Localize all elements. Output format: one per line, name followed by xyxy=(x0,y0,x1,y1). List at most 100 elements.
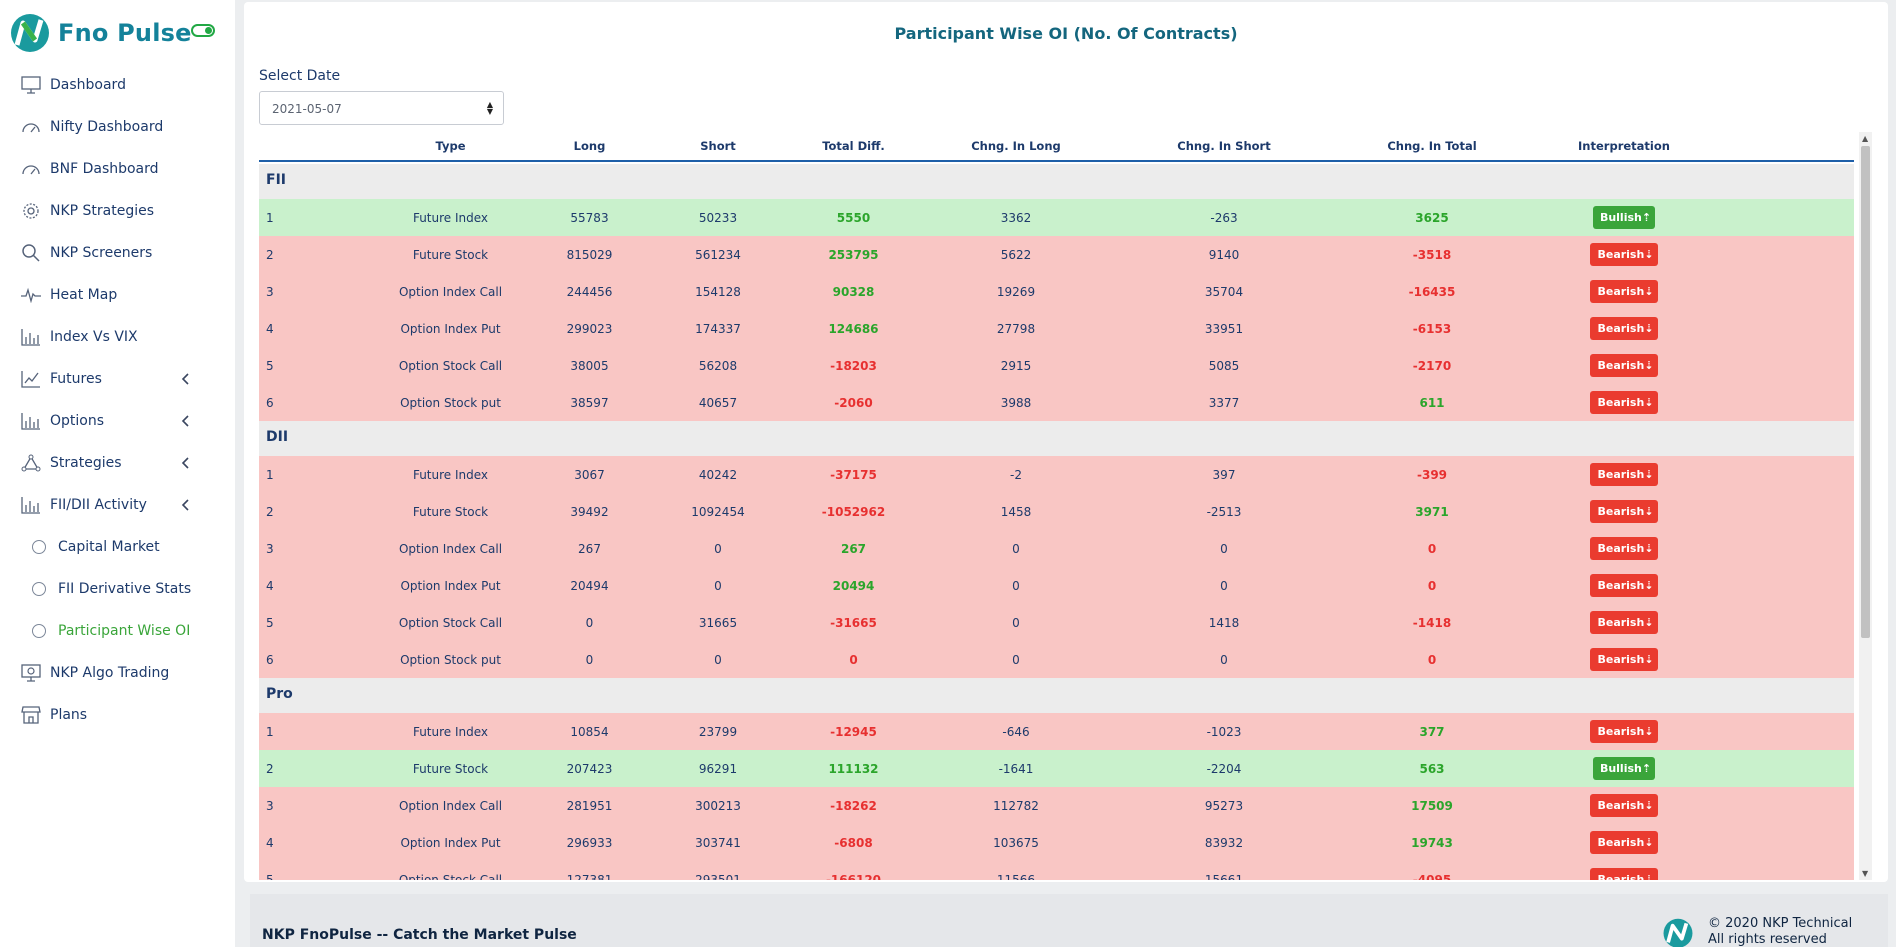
footer: NKP FnoPulse -- Catch the Market Pulse ©… xyxy=(250,894,1888,947)
cell-change-total: -6153 xyxy=(1412,321,1452,336)
sidebar-item-capital-market[interactable]: Capital Market xyxy=(0,526,235,568)
cell-total-diff: 0 xyxy=(849,652,858,667)
cell-short: 31665 xyxy=(698,615,738,630)
cell-change-total: -16435 xyxy=(1408,284,1456,299)
bearish-button[interactable]: Bearish⇣ xyxy=(1590,280,1658,303)
scroll-up-icon[interactable]: ▲ xyxy=(1862,134,1869,143)
scroll-down-icon[interactable]: ▼ xyxy=(1862,869,1869,878)
bearish-button[interactable]: Bearish⇣ xyxy=(1590,243,1658,266)
cell-change-long: 1458 xyxy=(1000,504,1032,519)
interpretation-label: Bullish xyxy=(1599,762,1642,775)
bearish-button[interactable]: Bearish⇣ xyxy=(1590,794,1658,817)
row-index: 3 xyxy=(266,284,274,299)
col-header[interactable]: Chng. In Short xyxy=(1177,139,1271,153)
cell-change-total: -2170 xyxy=(1412,358,1452,373)
table-row: 2 Future Stock 815029 561234 253795 5622 9140 -… xyxy=(259,236,1854,273)
bearish-button[interactable]: Bearish⇣ xyxy=(1590,574,1658,597)
sidebar-item-options[interactable]: Options xyxy=(0,400,235,442)
sidebar-item-plans[interactable]: Plans xyxy=(0,694,235,736)
chevron-left-icon[interactable] xyxy=(179,498,193,512)
bearish-button[interactable]: Bearish⇣ xyxy=(1590,354,1658,377)
table-row: 2 Future Stock 207423 96291 111132 -1641 -2204… xyxy=(259,750,1854,787)
bearish-button[interactable]: Bearish⇣ xyxy=(1590,611,1658,634)
bearish-button[interactable]: Bearish⇣ xyxy=(1590,831,1658,854)
date-select[interactable]: 2021-05-07 ▲ ▼ xyxy=(259,91,504,125)
sidebar-item-heat-map[interactable]: Heat Map xyxy=(0,274,235,316)
chevron-left-icon[interactable] xyxy=(179,372,193,386)
cell-long: 55783 xyxy=(570,210,609,225)
bearish-button[interactable]: Bearish⇣ xyxy=(1590,537,1658,560)
bullish-button[interactable]: Bullish⇡ xyxy=(1592,757,1656,780)
cell-change-short: -263 xyxy=(1210,210,1238,225)
col-header[interactable]: Chng. In Long xyxy=(971,139,1061,153)
arrow-down-icon: ⇣ xyxy=(1644,359,1654,372)
sidebar-item-bnf-dashboard[interactable]: BNF Dashboard xyxy=(0,148,235,190)
sidebar-item-nifty-dashboard[interactable]: Nifty Dashboard xyxy=(0,106,235,148)
bearish-button[interactable]: Bearish⇣ xyxy=(1590,391,1658,414)
chevron-left-icon[interactable] xyxy=(179,414,193,428)
cell-long: 267 xyxy=(578,541,601,556)
cell-change-total: -3518 xyxy=(1412,247,1452,262)
row-index: 1 xyxy=(266,467,274,482)
bearish-button[interactable]: Bearish⇣ xyxy=(1590,720,1658,743)
bar-chart-icon xyxy=(20,495,42,515)
interpretation-label: Bearish xyxy=(1597,799,1645,812)
sidebar-item-fii-dii-activity[interactable]: FII/DII Activity xyxy=(0,484,235,526)
cell-change-total: 0 xyxy=(1427,541,1437,556)
copyright-line-1: © 2020 NKP Technical xyxy=(1708,916,1853,931)
cell-interpretation: Bearish⇣ xyxy=(1520,611,1728,634)
scroll-thumb[interactable] xyxy=(1861,146,1870,638)
bullish-button[interactable]: Bullish⇡ xyxy=(1592,206,1656,229)
chevron-left-icon[interactable] xyxy=(179,456,193,470)
col-header[interactable]: Type xyxy=(435,139,466,153)
interpretation-label: Bearish xyxy=(1597,836,1645,849)
table-row: 4 Option Index Put 20494 0 20494 0 0 0 Bearish⇣ xyxy=(259,567,1854,604)
cell-short: 154128 xyxy=(695,284,741,299)
bearish-button[interactable]: Bearish⇣ xyxy=(1590,500,1658,523)
cell-change-long: 27798 xyxy=(996,321,1036,336)
cell-change-short: 0 xyxy=(1220,541,1228,556)
sidebar-item-label: Strategies xyxy=(50,455,122,471)
arrow-down-icon: ⇣ xyxy=(1644,248,1654,261)
cell-type: Option Stock Call xyxy=(398,358,503,373)
cell-change-long: 0 xyxy=(1012,615,1020,630)
cell-change-total: 377 xyxy=(1419,724,1445,739)
col-header[interactable]: Interpretation xyxy=(1578,139,1670,153)
col-header[interactable]: Total Diff. xyxy=(822,139,885,153)
col-header[interactable]: Short xyxy=(700,139,736,153)
arrow-down-icon: ⇣ xyxy=(1644,836,1654,849)
cell-change-short: 0 xyxy=(1220,652,1228,667)
gauge-icon xyxy=(20,159,42,179)
cell-change-short: -1023 xyxy=(1206,724,1242,739)
interpretation-label: Bearish xyxy=(1597,396,1645,409)
cell-change-short: 83932 xyxy=(1204,835,1244,850)
bearish-button[interactable]: Bearish⇣ xyxy=(1590,317,1658,340)
col-header[interactable]: Long xyxy=(573,139,606,153)
sidebar-item-strategies[interactable]: Strategies xyxy=(0,442,235,484)
col-header[interactable]: Chng. In Total xyxy=(1387,139,1477,153)
sidebar-item-index-vs-vix[interactable]: Index Vs VIX xyxy=(0,316,235,358)
bearish-button[interactable]: Bearish⇣ xyxy=(1590,648,1658,671)
sidebar-item-dashboard[interactable]: Dashboard xyxy=(0,64,235,106)
sidebar-item-nkp-algo-trading[interactable]: NKP Algo Trading xyxy=(0,652,235,694)
toggle-knob xyxy=(205,27,212,34)
store-icon xyxy=(20,705,42,725)
brand-logo[interactable]: Fno Pulse xyxy=(8,12,192,54)
row-index: 6 xyxy=(266,395,274,410)
theme-toggle[interactable] xyxy=(191,24,215,37)
table-scrollbar[interactable]: ▲ ▼ xyxy=(1859,132,1872,880)
bearish-button[interactable]: Bearish⇣ xyxy=(1590,463,1658,486)
bearish-button[interactable]: Bearish⇣ xyxy=(1590,868,1658,880)
sidebar-item-fii-derivative-stats[interactable]: FII Derivative Stats xyxy=(0,568,235,610)
cell-long: 207423 xyxy=(566,761,613,776)
cell-change-total: 0 xyxy=(1427,652,1437,667)
cell-type: Future Index xyxy=(412,210,489,225)
sidebar-item-label: FII Derivative Stats xyxy=(58,581,192,597)
sidebar-item-nkp-strategies[interactable]: NKP Strategies xyxy=(0,190,235,232)
sidebar-item-participant-wise-oi[interactable]: Participant Wise OI xyxy=(0,610,235,652)
group-header: Pro xyxy=(259,678,1854,713)
cell-change-total: 19743 xyxy=(1411,835,1453,850)
sidebar-item-futures[interactable]: Futures xyxy=(0,358,235,400)
gauge-icon xyxy=(20,117,42,137)
sidebar-item-nkp-screeners[interactable]: NKP Screeners xyxy=(0,232,235,274)
